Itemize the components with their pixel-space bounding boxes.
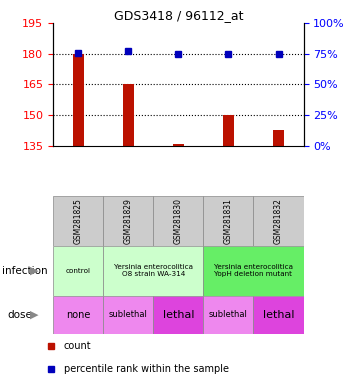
Text: ▶: ▶ bbox=[30, 266, 38, 276]
Bar bbox=[203, 246, 304, 296]
Bar bbox=[103, 296, 153, 334]
Text: ▶: ▶ bbox=[30, 310, 38, 320]
Bar bbox=[103, 246, 203, 296]
Text: dose: dose bbox=[8, 310, 33, 320]
Bar bbox=[53, 246, 103, 296]
Text: GSM281825: GSM281825 bbox=[74, 198, 83, 244]
Text: percentile rank within the sample: percentile rank within the sample bbox=[64, 364, 229, 374]
Bar bbox=[253, 296, 304, 334]
Text: lethal: lethal bbox=[163, 310, 194, 320]
Bar bbox=[73, 54, 84, 146]
Bar bbox=[203, 196, 253, 246]
Bar bbox=[53, 196, 103, 246]
Title: GDS3418 / 96112_at: GDS3418 / 96112_at bbox=[114, 9, 243, 22]
Text: none: none bbox=[66, 310, 91, 320]
Bar bbox=[253, 196, 304, 246]
Bar bbox=[123, 84, 134, 146]
Text: sublethal: sublethal bbox=[109, 310, 148, 319]
Bar bbox=[153, 296, 203, 334]
Bar bbox=[203, 296, 253, 334]
Text: GSM281831: GSM281831 bbox=[224, 198, 233, 244]
Text: GSM281830: GSM281830 bbox=[174, 198, 183, 244]
Text: infection: infection bbox=[2, 266, 47, 276]
Bar bbox=[153, 196, 203, 246]
Bar bbox=[103, 196, 153, 246]
Text: GSM281829: GSM281829 bbox=[124, 198, 133, 244]
Text: GSM281832: GSM281832 bbox=[274, 198, 283, 244]
Text: lethal: lethal bbox=[263, 310, 294, 320]
Bar bbox=[223, 115, 234, 146]
Text: Yersinia enterocolitica
YopH deletion mutant: Yersinia enterocolitica YopH deletion mu… bbox=[214, 264, 293, 277]
Bar bbox=[173, 144, 184, 146]
Text: count: count bbox=[64, 341, 91, 351]
Text: sublethal: sublethal bbox=[209, 310, 248, 319]
Bar bbox=[273, 129, 284, 146]
Text: Yersinia enterocolitica
O8 strain WA-314: Yersinia enterocolitica O8 strain WA-314 bbox=[114, 264, 193, 277]
Bar bbox=[53, 296, 103, 334]
Text: control: control bbox=[66, 268, 91, 274]
